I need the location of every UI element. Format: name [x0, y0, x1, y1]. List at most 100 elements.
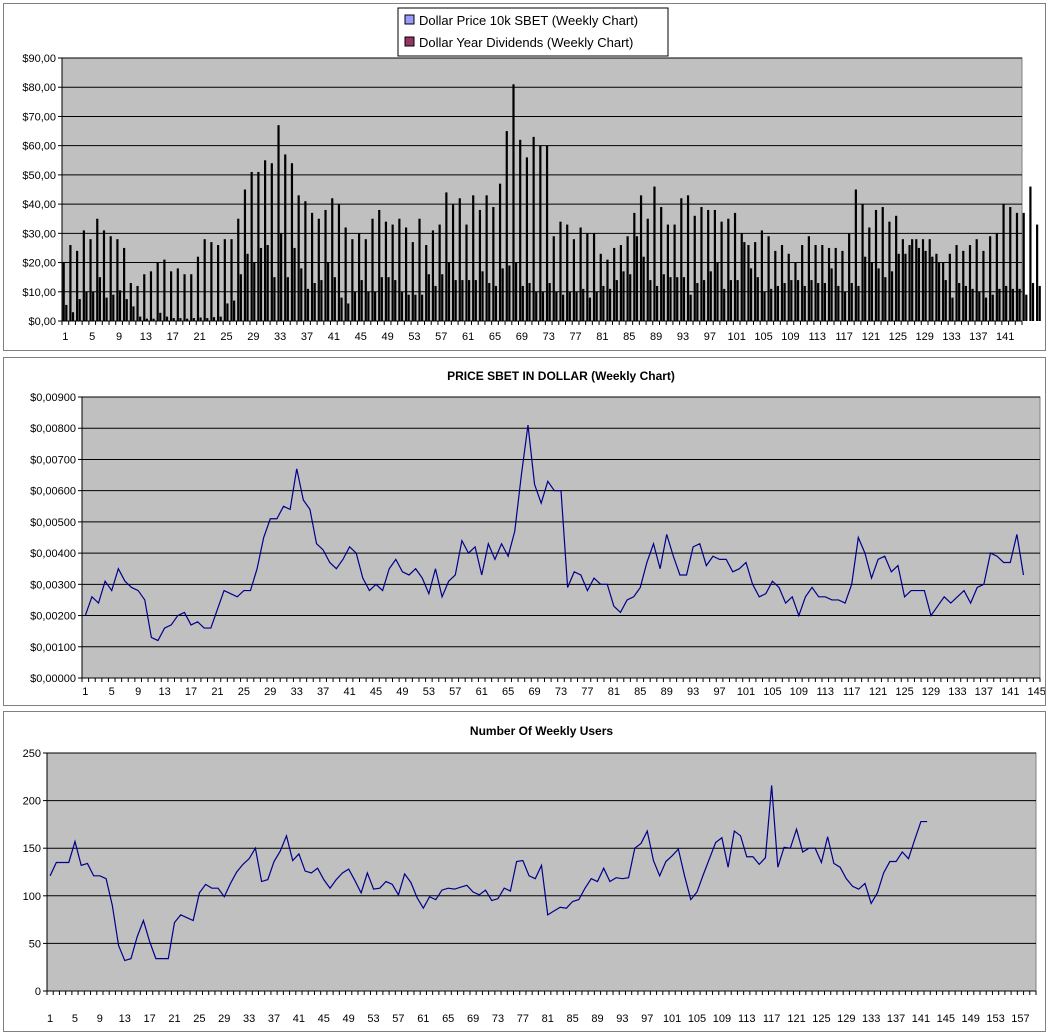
chart-title: PRICE SBET IN DOLLAR (Weekly Chart) [447, 369, 675, 383]
x-tick-label: 141 [912, 1013, 930, 1025]
dividend-bar [655, 285, 659, 321]
price-bar [102, 230, 106, 321]
price-bar [190, 274, 193, 321]
dividend-bar [770, 288, 773, 321]
x-tick-label: 109 [713, 1013, 731, 1025]
price-bar [149, 271, 153, 321]
legend-label-dividends: Dollar Year Dividends (Weekly Chart) [419, 35, 633, 50]
price-bar [579, 227, 582, 321]
dividend-bar [1031, 283, 1035, 321]
price-bar [740, 233, 743, 321]
price-bar [989, 236, 992, 321]
price-bar [566, 224, 569, 321]
x-tick-label: 9 [116, 331, 122, 343]
plot-area [46, 752, 1037, 992]
y-tick-label: 50 [29, 938, 41, 950]
dividend-bar [172, 318, 175, 321]
x-tick-label: 1 [62, 331, 68, 343]
x-tick-label: 77 [517, 1013, 529, 1025]
dividend-bar [937, 262, 941, 321]
dividend-bar [165, 316, 169, 321]
x-tick-label: 109 [781, 331, 799, 343]
price-bar [196, 256, 200, 321]
x-tick-label: 13 [158, 686, 170, 698]
x-tick-label: 33 [274, 331, 286, 343]
legend: Dollar Price 10k SBET (Weekly Chart) Doll… [397, 7, 669, 57]
dividend-bar [112, 294, 115, 321]
x-tick-label: 5 [72, 1013, 78, 1025]
dividend-bar [118, 290, 122, 321]
price-bar [492, 207, 495, 321]
dividend-bar [286, 277, 289, 321]
dividend-bar [528, 283, 531, 321]
dividend-bar [259, 247, 263, 321]
price-bar [378, 209, 381, 321]
dividend-bar [649, 280, 652, 321]
price-bar [62, 262, 65, 321]
dividend-bar [635, 236, 639, 321]
x-tick-label: 73 [555, 686, 567, 698]
price-bar [217, 245, 220, 321]
price-bar [76, 250, 79, 321]
x-tick-label: 17 [144, 1013, 156, 1025]
x-tick-label: 53 [423, 686, 435, 698]
plot-area [81, 396, 1041, 679]
x-tick-label: 133 [942, 331, 960, 343]
dividend-bar [978, 291, 981, 321]
dividend-bar [535, 291, 538, 321]
price-bar [774, 250, 777, 321]
price-bar [545, 145, 549, 321]
dividend-bar [481, 271, 484, 321]
price-bar [156, 262, 159, 321]
x-tick-label: 81 [542, 1013, 554, 1025]
price-bar [707, 209, 710, 321]
price-bar [1002, 204, 1005, 321]
price-bar [129, 283, 132, 321]
dividend-bar [984, 297, 988, 321]
x-tick-label: 93 [677, 331, 689, 343]
x-tick-label: 65 [502, 686, 514, 698]
x-tick-label: 129 [915, 331, 933, 343]
price-bar [519, 139, 522, 321]
x-tick-label: 121 [869, 686, 887, 698]
dividend-bar [931, 256, 934, 321]
price-bar [807, 236, 810, 321]
dividend-bar [548, 283, 551, 321]
dividend-bar [830, 268, 833, 321]
price-bar [915, 239, 918, 321]
price-bar [344, 227, 347, 321]
x-tick-label: 89 [650, 331, 662, 343]
x-tick-label: 85 [566, 1013, 578, 1025]
x-tick-label: 81 [596, 331, 608, 343]
dividend-bar [454, 280, 457, 321]
price-bar [539, 145, 542, 321]
y-tick-label: $0,00000 [30, 673, 76, 685]
users-line-chart: 0 50 100 150 200 250 1 5 9 13 17 21 25 29 33 37 41 45 49 53… [23, 724, 1037, 1025]
legend-swatch-dividends [404, 36, 415, 47]
dividend-bar [461, 280, 464, 321]
price-bar [814, 245, 817, 321]
y-tick-label: $10,00 [22, 287, 56, 299]
price-bar [1029, 186, 1032, 321]
price-bar [928, 239, 931, 321]
dividend-bar [494, 285, 498, 321]
x-tick-label: 77 [581, 686, 593, 698]
price-bar [626, 236, 629, 321]
dividend-bar [803, 285, 806, 321]
dividend-bar [870, 262, 873, 321]
price-bar [780, 245, 784, 321]
price-bar [257, 171, 260, 321]
dividend-bar [817, 283, 820, 321]
dividend-bar [300, 268, 303, 321]
price-bar [693, 215, 696, 321]
price-bar [747, 245, 750, 321]
dividend-bar [320, 280, 323, 321]
dividend-bar [360, 280, 363, 321]
y-tick-label: 250 [23, 748, 41, 760]
dividend-bar [1005, 285, 1008, 321]
x-tick-label: 145 [937, 1013, 955, 1025]
price-bar [827, 247, 831, 321]
x-tick-label: 97 [704, 331, 716, 343]
x-tick-label: 69 [528, 686, 540, 698]
price-bar [425, 245, 428, 321]
